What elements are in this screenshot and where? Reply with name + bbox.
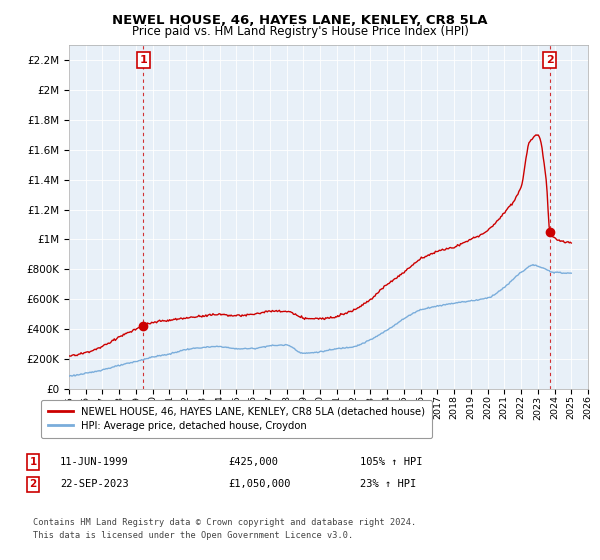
Text: 1: 1 bbox=[139, 55, 147, 65]
Text: 23% ↑ HPI: 23% ↑ HPI bbox=[360, 479, 416, 489]
Text: 2: 2 bbox=[546, 55, 554, 65]
Text: £425,000: £425,000 bbox=[228, 457, 278, 467]
Text: 105% ↑ HPI: 105% ↑ HPI bbox=[360, 457, 422, 467]
Text: 1: 1 bbox=[29, 457, 37, 467]
Text: Price paid vs. HM Land Registry's House Price Index (HPI): Price paid vs. HM Land Registry's House … bbox=[131, 25, 469, 38]
Legend: NEWEL HOUSE, 46, HAYES LANE, KENLEY, CR8 5LA (detached house), HPI: Average pric: NEWEL HOUSE, 46, HAYES LANE, KENLEY, CR8… bbox=[41, 400, 432, 437]
Text: Contains HM Land Registry data © Crown copyright and database right 2024.
This d: Contains HM Land Registry data © Crown c… bbox=[33, 519, 416, 540]
Text: 22-SEP-2023: 22-SEP-2023 bbox=[60, 479, 129, 489]
Text: 2: 2 bbox=[29, 479, 37, 489]
Text: £1,050,000: £1,050,000 bbox=[228, 479, 290, 489]
Text: 11-JUN-1999: 11-JUN-1999 bbox=[60, 457, 129, 467]
Text: NEWEL HOUSE, 46, HAYES LANE, KENLEY, CR8 5LA: NEWEL HOUSE, 46, HAYES LANE, KENLEY, CR8… bbox=[112, 14, 488, 27]
